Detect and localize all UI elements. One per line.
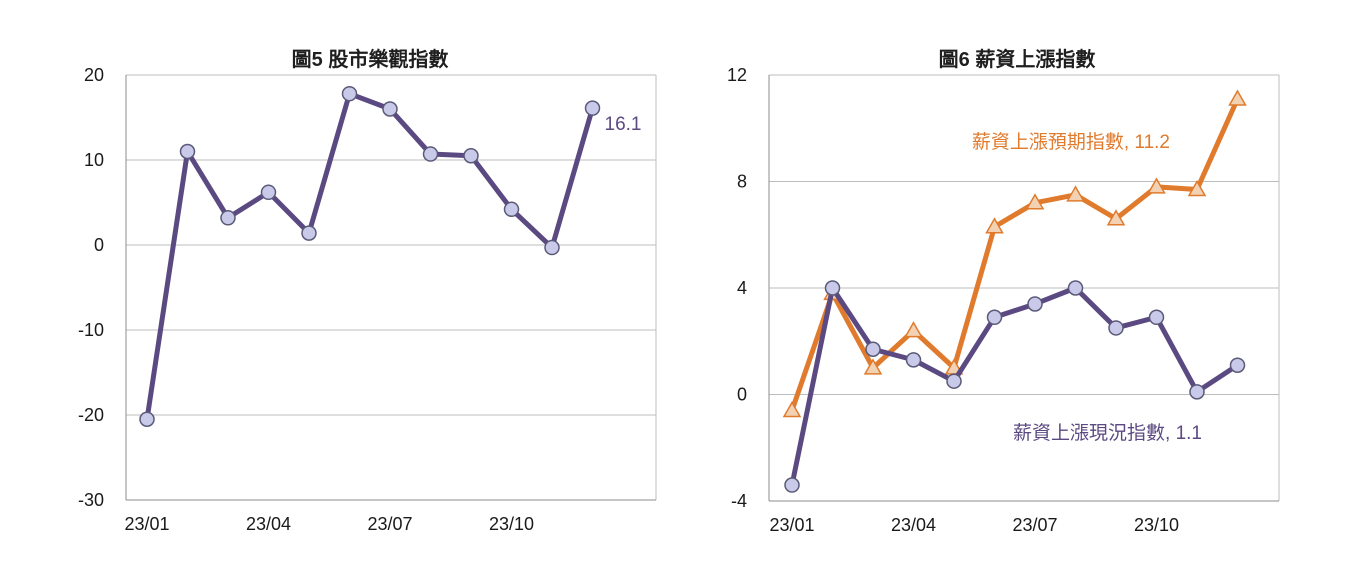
- chart5-data-point: [584, 100, 601, 116]
- chart5-data-point: [544, 239, 560, 256]
- chart5-y-tick-label: -10: [78, 320, 104, 340]
- chart5-data-point: [341, 85, 358, 102]
- chart6-x-tick-label: 23/01: [769, 515, 814, 535]
- chart6-data-point: [904, 321, 923, 338]
- chart6-data-point: [985, 217, 1004, 234]
- chart6-data-point: [1148, 309, 1165, 326]
- chart6-data-point: [1106, 209, 1126, 226]
- chart5-data-point: [503, 201, 520, 218]
- chart6-data-point: [1067, 280, 1084, 296]
- chart5-data-point: [422, 146, 439, 162]
- chart5-data-point: [301, 225, 317, 241]
- chart5-x-tick-label: 23/07: [367, 514, 412, 534]
- chart5-data-point: [463, 148, 479, 164]
- chart6-data-point: [905, 352, 922, 368]
- chart6-data-point: [1189, 384, 1205, 400]
- chart5-x-tick-label: 23/04: [246, 514, 291, 534]
- chart5-x-tick-label: 23/10: [489, 514, 534, 534]
- chart5-y-tick-label: 10: [84, 150, 104, 170]
- chart5-data-point: [179, 143, 196, 160]
- chart6-y-tick-label: 0: [737, 385, 747, 405]
- chart6-data-point: [784, 477, 800, 493]
- chart5-title: 圖5 股市樂觀指數: [292, 47, 449, 71]
- chart6-data-point: [1147, 177, 1166, 194]
- chart6-data-point: [1027, 296, 1043, 312]
- chart6-data-point: [782, 400, 802, 418]
- chart6-y-tick-label: 4: [737, 278, 747, 298]
- chart5-x-tick-label: 23/01: [124, 514, 169, 534]
- chart6-data-point: [863, 358, 883, 375]
- chart6-x-tick-label: 23/10: [1134, 515, 1179, 535]
- chart6-y-tick-label: 8: [737, 172, 747, 192]
- chart5-data-point: [260, 184, 277, 201]
- chart6-data-point: [1025, 193, 1045, 210]
- chart5-y-tick-label: 0: [94, 235, 104, 255]
- chart6-series-line-1: [789, 285, 1240, 488]
- chart-stock-optimism-index: 圖5 股市樂觀指數 20 10 0 -10 -20 -30 23/01 23/04 23/07 2…: [78, 47, 657, 534]
- chart6-series-line-0: [789, 96, 1240, 413]
- chart6-data-point: [824, 280, 841, 296]
- chart6-x-tick-label: 23/04: [891, 515, 936, 535]
- chart6-series-label-current: 薪資上漲現況指數, 1.1: [1013, 422, 1202, 444]
- chart6-data-point: [986, 309, 1003, 326]
- chart6-title: 圖6 薪資上漲指數: [939, 47, 1096, 71]
- chart5-y-tick-label: 20: [84, 65, 104, 85]
- chart5-series-line-0: [144, 91, 595, 422]
- chart6-data-point: [1187, 179, 1207, 197]
- chart5-data-point: [220, 210, 236, 226]
- chart6-data-point: [946, 373, 962, 389]
- chart6-y-tick-label: -4: [731, 491, 747, 511]
- chart5-data-point: [139, 411, 155, 427]
- chart6-x-tick-label: 23/07: [1012, 515, 1057, 535]
- chart5-y-tick-label: -30: [78, 490, 104, 510]
- chart6-y-tick-label: 12: [727, 65, 747, 85]
- chart6-data-point: [1066, 185, 1085, 202]
- chart5-data-point: [382, 101, 398, 117]
- chart6-data-point: [1229, 357, 1246, 373]
- chart5-y-tick-label: -20: [78, 405, 104, 425]
- chart6-data-point: [1108, 320, 1124, 336]
- chart5-end-value-label: 16.1: [605, 114, 642, 135]
- chart-wage-increase-index: 圖6 薪資上漲指數 12 8 4 0 -4 23/01 23/04 23/07 23/10 薪資上…: [727, 47, 1280, 535]
- chart6-series-label-expected: 薪資上漲預期指數, 11.2: [972, 131, 1170, 153]
- chart6-data-point: [865, 341, 881, 357]
- chart6-data-point: [1228, 89, 1247, 106]
